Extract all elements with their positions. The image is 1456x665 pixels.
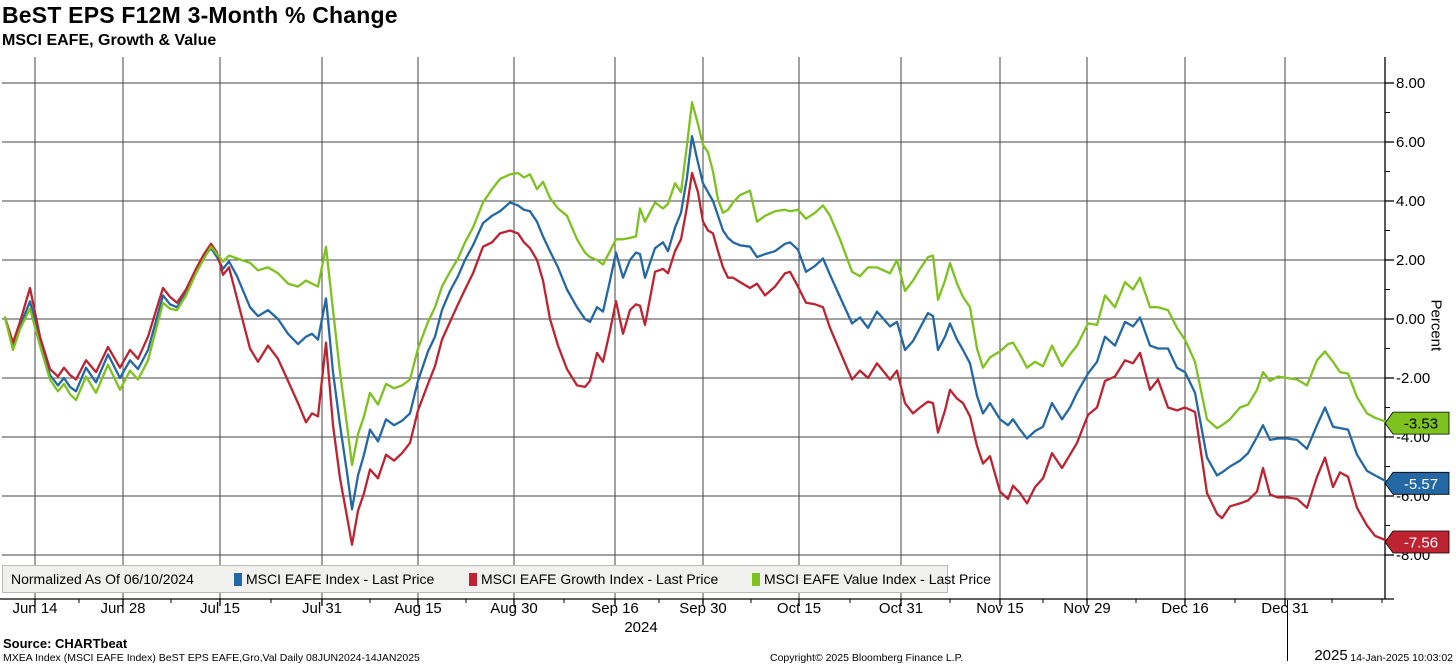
- footer-copyright: Copyright© 2025 Bloomberg Finance L.P.: [770, 652, 964, 664]
- x-tick-label: Jul 15: [200, 600, 240, 617]
- x-tick-label: Oct 31: [879, 600, 923, 617]
- x-tick-label: Aug 30: [490, 600, 538, 617]
- series-line-msci-eafe-value-index-last-price: [3, 101, 1392, 467]
- legend-swatch-eafe-growth: [469, 572, 477, 586]
- legend-item-eafe-growth[interactable]: MSCI EAFE Growth Index - Last Price: [469, 566, 718, 592]
- value-tag-msci-eafe-value-index[interactable]: -3.53: [1384, 411, 1450, 435]
- y-axis-title: Percent: [1427, 299, 1445, 352]
- x-axis-year-2025: 2025: [1314, 647, 1348, 664]
- x-tick-label: Jun 28: [100, 600, 145, 617]
- legend-swatch-eafe-value: [752, 572, 760, 586]
- legend-swatch-eafe-index: [234, 572, 242, 586]
- y-tick-label: 4.00: [1396, 193, 1425, 210]
- y-tick-label: 2.00: [1396, 252, 1425, 269]
- legend-item-eafe-index[interactable]: MSCI EAFE Index - Last Price: [234, 566, 434, 592]
- value-tag-shape: [1384, 530, 1450, 554]
- footer-timestamp: 14-Jan-2025 10:03:02: [1350, 652, 1453, 664]
- value-tag-msci-eafe-growth-index[interactable]: -7.56: [1384, 530, 1450, 554]
- x-axis-year-2024: 2024: [624, 619, 658, 636]
- y-tick-label: -2.00: [1396, 370, 1430, 387]
- value-tag-text: -3.53: [1404, 416, 1438, 433]
- page-subtitle: MSCI EAFE, Growth & Value: [2, 32, 217, 49]
- legend-bar: Normalized As Of 06/10/2024 MSCI EAFE In…: [2, 565, 991, 593]
- x-tick-label: Sep 16: [591, 600, 639, 617]
- value-tag-text: -7.56: [1404, 535, 1438, 552]
- x-tick-label: Dec 16: [1161, 600, 1209, 617]
- year-divider-line: [1287, 600, 1288, 661]
- page-title: BeST EPS F12M 3-Month % Change: [2, 2, 398, 28]
- series-line-msci-eafe-growth-index-last-price: [3, 171, 1392, 546]
- legend-item-eafe-value[interactable]: MSCI EAFE Value Index - Last Price: [752, 566, 991, 592]
- y-tick-label: 6.00: [1396, 134, 1425, 151]
- x-tick-label: Nov 15: [976, 600, 1024, 617]
- x-tick-label: Aug 15: [394, 600, 442, 617]
- x-tick-label: Jul 31: [302, 600, 342, 617]
- y-tick-label: 8.00: [1396, 75, 1425, 92]
- value-tag-text: -5.57: [1404, 476, 1438, 493]
- legend-label-eafe-value: MSCI EAFE Value Index - Last Price: [764, 571, 991, 587]
- legend-label-eafe-index: MSCI EAFE Index - Last Price: [246, 571, 435, 587]
- x-tick-label: Dec 31: [1261, 600, 1309, 617]
- legend-normalized-note: Normalized As Of 06/10/2024: [11, 566, 194, 592]
- x-tick-label: Oct 15: [777, 600, 821, 617]
- x-tick-label: Sep 30: [679, 600, 727, 617]
- value-tag-shape: [1384, 411, 1450, 435]
- x-tick-label: Jun 14: [12, 600, 57, 617]
- series-line-msci-eafe-index-last-price: [3, 134, 1392, 511]
- value-tag-shape: [1384, 471, 1450, 495]
- legend-normalized-label: Normalized As Of 06/10/2024: [11, 571, 194, 587]
- legend-label-eafe-growth: MSCI EAFE Growth Index - Last Price: [481, 571, 719, 587]
- value-tag-msci-eafe-index[interactable]: -5.57: [1384, 471, 1450, 495]
- footer-security-line: MXEA Index (MSCI EAFE Index) BeST EPS EA…: [3, 652, 420, 664]
- y-tick-label: 0.00: [1396, 311, 1425, 328]
- footer-source: Source: CHARTbeat: [3, 636, 128, 651]
- x-tick-label: Nov 29: [1063, 600, 1111, 617]
